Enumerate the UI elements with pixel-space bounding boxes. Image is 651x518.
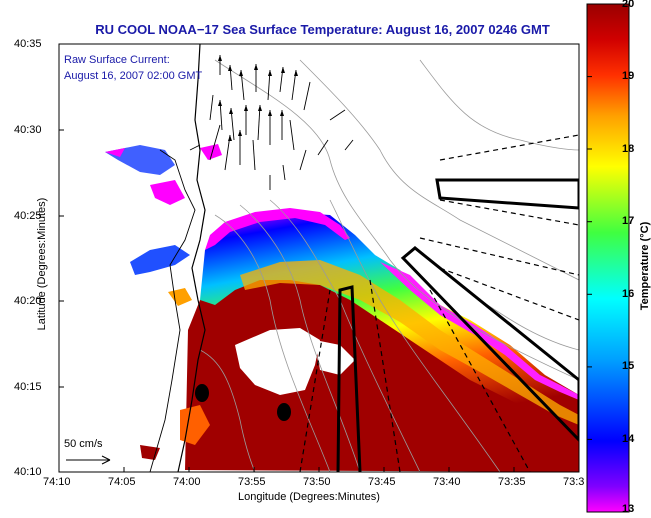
xtick-label: 74:10 [43, 476, 71, 488]
colorbar-tick: 19 [622, 70, 635, 82]
colorbar-ticks [587, 3, 592, 513]
cloud-gap [315, 340, 355, 375]
cloud-gap [235, 328, 320, 395]
colorbar-tick: 13 [622, 503, 635, 515]
xtick-label: 73:55 [238, 476, 266, 488]
xtick-label: 73:3 [563, 476, 585, 488]
colorbar-tick: 17 [622, 215, 635, 227]
ytick-label: 40:15 [14, 381, 42, 393]
xtick-label: 73:45 [368, 476, 396, 488]
cold-patch [130, 245, 190, 275]
ytick-label: 40:10 [14, 466, 42, 478]
colorbar [586, 3, 630, 513]
cold-fringe [205, 208, 350, 250]
colorbar-tick: 16 [622, 288, 635, 300]
station-marker [195, 384, 209, 402]
sst-field [66, 44, 579, 472]
coastline-inner [149, 149, 196, 472]
bathymetry-contours [199, 59, 579, 472]
colorbar-label: Temperature (°C) [639, 221, 651, 311]
dump-site-outlines [336, 178, 579, 472]
current-legend-line1: Raw Surface Current: [64, 54, 170, 66]
y-axis-label: Latitude (Degrees:Minutes) [36, 197, 48, 331]
colorbar-tick: 18 [622, 143, 635, 155]
axis-ticks [58, 43, 580, 473]
current-vector-heads [218, 55, 298, 141]
scale-arrow [66, 455, 111, 465]
station-marker [277, 403, 291, 421]
ytick-label: 40:20 [14, 295, 42, 307]
scale-label: 50 cm/s [64, 438, 103, 450]
xtick-label: 74:05 [108, 476, 136, 488]
chart-title: RU COOL NOAA−17 Sea Surface Temperature:… [95, 22, 550, 37]
xtick-label: 74:00 [173, 476, 201, 488]
cold-patch [200, 144, 222, 160]
x-axis-label: Longitude (Degrees:Minutes) [238, 491, 380, 503]
colorbar-tick: 14 [622, 433, 635, 445]
xtick-label: 73:40 [433, 476, 461, 488]
cold-patch [150, 180, 185, 205]
ytick-label: 40:35 [14, 38, 42, 50]
ytick-label: 40:25 [14, 210, 42, 222]
xtick-label: 73:50 [303, 476, 331, 488]
colorbar-tick: 20 [622, 0, 635, 10]
shipping-lanes [299, 134, 579, 472]
colorbar-tick: 15 [622, 360, 635, 372]
current-legend-line2: August 16, 2007 02:00 GMT [64, 70, 203, 82]
xtick-label: 73:35 [498, 476, 526, 488]
warm-band [240, 260, 579, 425]
ytick-label: 40:30 [14, 124, 42, 136]
coastline [177, 44, 206, 472]
